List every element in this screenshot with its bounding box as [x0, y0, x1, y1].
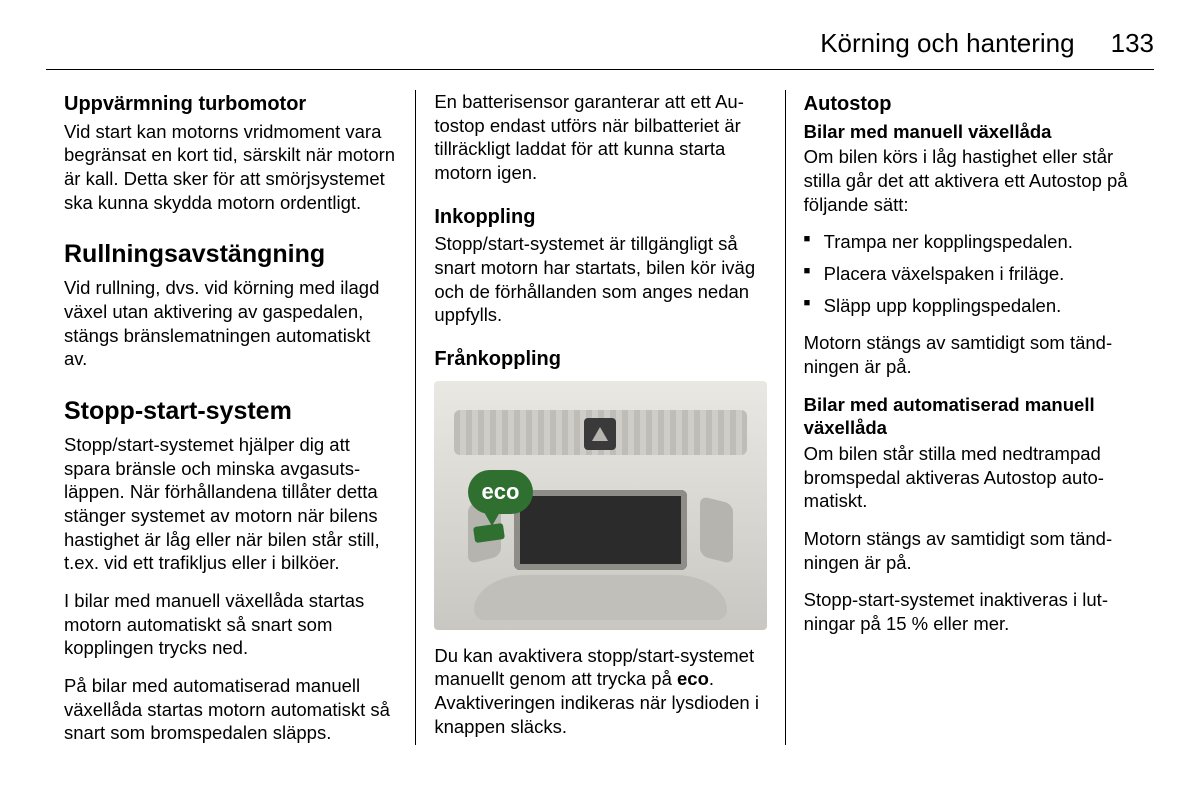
eco-callout-badge: eco: [468, 470, 534, 514]
column-3: Autostop Bilar med manuell växellåda Om …: [785, 90, 1154, 745]
autostop-steps-list: Trampa ner kopplingspedalen. Placera väx…: [804, 230, 1136, 317]
header-title: Körning och hantering: [820, 28, 1074, 59]
autostop-paragraph-4: Motorn stängs av samtidigt som tänd­ning…: [804, 527, 1136, 574]
sss-paragraph-2: I bilar med manuell växellåda startas mo…: [64, 589, 397, 660]
turbo-paragraph: Vid start kan motorns vridmoment vara be…: [64, 120, 397, 215]
heading-rullning: Rullningsavstängning: [64, 238, 397, 270]
heading-inkoppling: Inkoppling: [434, 205, 766, 231]
sss-paragraph-1: Stopp/start-systemet hjälper dig att spa…: [64, 433, 397, 575]
autostop-paragraph-3: Om bilen står stilla med nedtrampad brom…: [804, 442, 1136, 513]
inkoppling-paragraph: Stopp/start-systemet är tillgängligt så …: [434, 232, 766, 327]
column-2: En batterisensor garanterar att ett Au­t…: [415, 90, 784, 745]
subheading-manual-gearbox: Bilar med manuell växellåda: [804, 120, 1136, 144]
list-item: Placera växelspaken i friläge.: [804, 262, 1136, 286]
infotainment-screen-graphic: [514, 490, 687, 570]
subheading-auto-manual-gearbox: Bilar med automatiserad manuell växellåd…: [804, 393, 1136, 440]
lower-trim-graphic: [474, 575, 727, 620]
autostop-paragraph-5: Stopp-start-systemet inaktiveras i lut­n…: [804, 588, 1136, 635]
sss-paragraph-3: På bilar med automatiserad manuell växel…: [64, 674, 397, 745]
rullning-paragraph: Vid rullning, dvs. vid körning med ilagd…: [64, 276, 397, 371]
heading-stopp-start: Stopp-start-system: [64, 395, 397, 427]
frankoppling-caption: Du kan avaktivera stopp/start-sys­temet …: [434, 644, 766, 739]
heading-autostop: Autostop: [804, 92, 1136, 118]
autostop-intro-paragraph: Om bilen körs i låg hastighet eller står…: [804, 145, 1136, 216]
heading-turbo: Uppvärmning turbomotor: [64, 92, 397, 118]
heading-frankoppling: Frånkoppling: [434, 347, 766, 373]
hazard-button-graphic: [584, 418, 616, 450]
content-columns: Uppvärmning turbomotor Vid start kan mot…: [46, 90, 1154, 745]
column-1: Uppvärmning turbomotor Vid start kan mot…: [46, 90, 415, 745]
trim-right-graphic: [700, 496, 733, 564]
list-item: Släpp upp kopplingspedalen.: [804, 294, 1136, 318]
list-item: Trampa ner kopplingspedalen.: [804, 230, 1136, 254]
caption-eco-bold: eco: [677, 668, 709, 689]
battery-intro-paragraph: En batterisensor garanterar att ett Au­t…: [434, 90, 766, 185]
header-page-number: 133: [1111, 28, 1154, 59]
page-header: Körning och hantering 133: [46, 28, 1154, 70]
dashboard-figure: eco: [434, 381, 766, 630]
autostop-paragraph-2: Motorn stängs av samtidigt som tänd­ning…: [804, 331, 1136, 378]
